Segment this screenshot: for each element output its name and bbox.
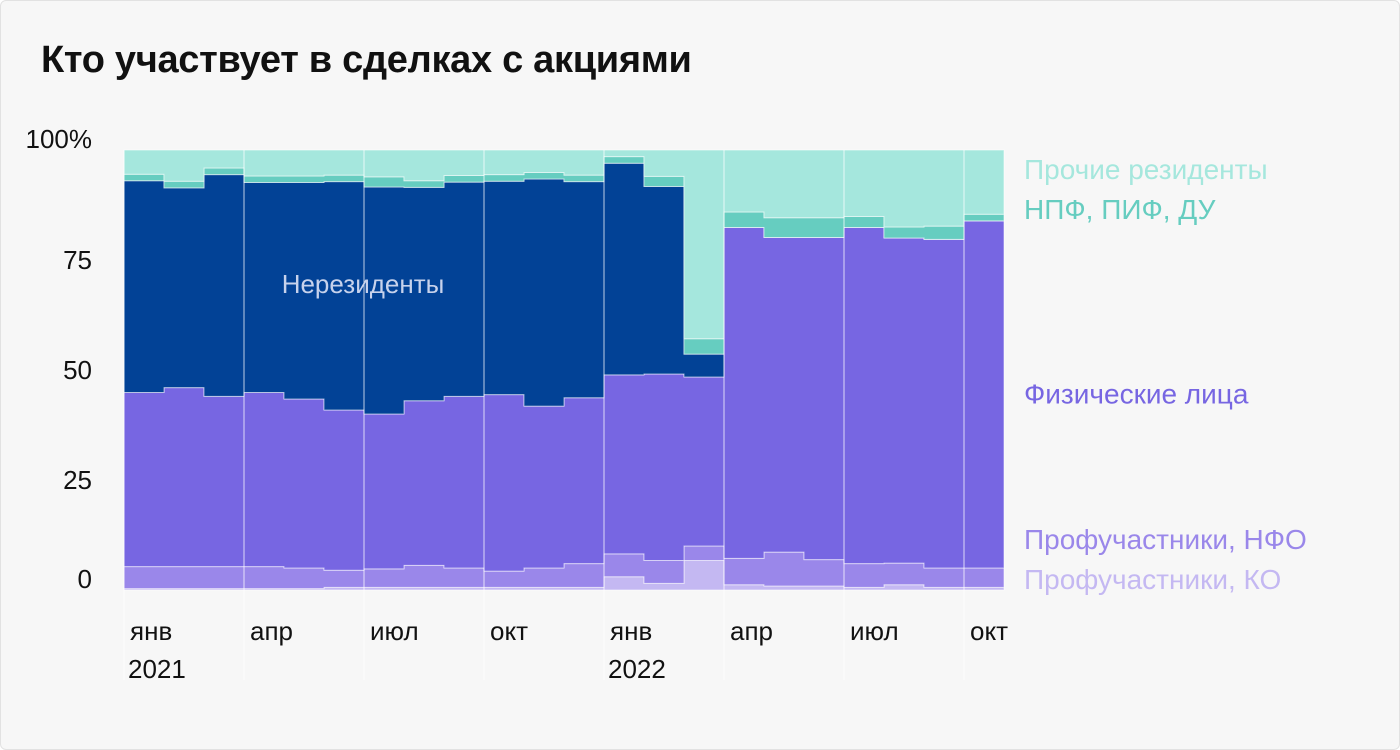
inner-labels: Нерезиденты — [282, 269, 445, 299]
legend-label-other: Прочие резиденты — [1024, 154, 1268, 185]
x-tick-month: янв — [610, 616, 652, 646]
series-areas — [123, 149, 1005, 591]
x-tick-month: апр — [250, 616, 293, 646]
inner-label-nonresidents: Нерезиденты — [282, 269, 445, 299]
x-tick-year: 2021 — [128, 654, 186, 684]
y-axis-tick-labels: 0 25 50 75 100% — [26, 124, 93, 594]
quarter-dividers — [123, 150, 965, 680]
x-axis-tick-labels: янв 2021 апр июл окт янв 2022 апр июл окт — [128, 616, 1008, 684]
x-tick-month: янв — [130, 616, 172, 646]
legend-label-retail_nfo: Профучастники, НФО — [1024, 524, 1307, 555]
y-tick-label: 50 — [63, 355, 92, 385]
y-tick-label: 100% — [26, 124, 93, 154]
x-tick-month: июл — [370, 616, 419, 646]
x-tick-month: июл — [850, 616, 899, 646]
legend: Профучастники, КО Профучастники, НФО Физич… — [1024, 154, 1307, 595]
x-tick-year: 2022 — [608, 654, 666, 684]
y-tick-label: 0 — [78, 564, 92, 594]
legend-label-funds: НПФ, ПИФ, ДУ — [1024, 194, 1216, 225]
x-tick-month: апр — [730, 616, 773, 646]
x-tick-month: окт — [970, 616, 1008, 646]
x-tick-month: окт — [490, 616, 528, 646]
y-tick-label: 75 — [63, 245, 92, 275]
y-tick-label: 25 — [63, 465, 92, 495]
legend-label-retail_ko: Профучастники, КО — [1024, 564, 1281, 595]
area-other — [123, 149, 1005, 340]
legend-label-individuals: Физические лица — [1024, 378, 1249, 409]
chart-title: Кто участвует в сделках с акциями — [41, 39, 692, 81]
